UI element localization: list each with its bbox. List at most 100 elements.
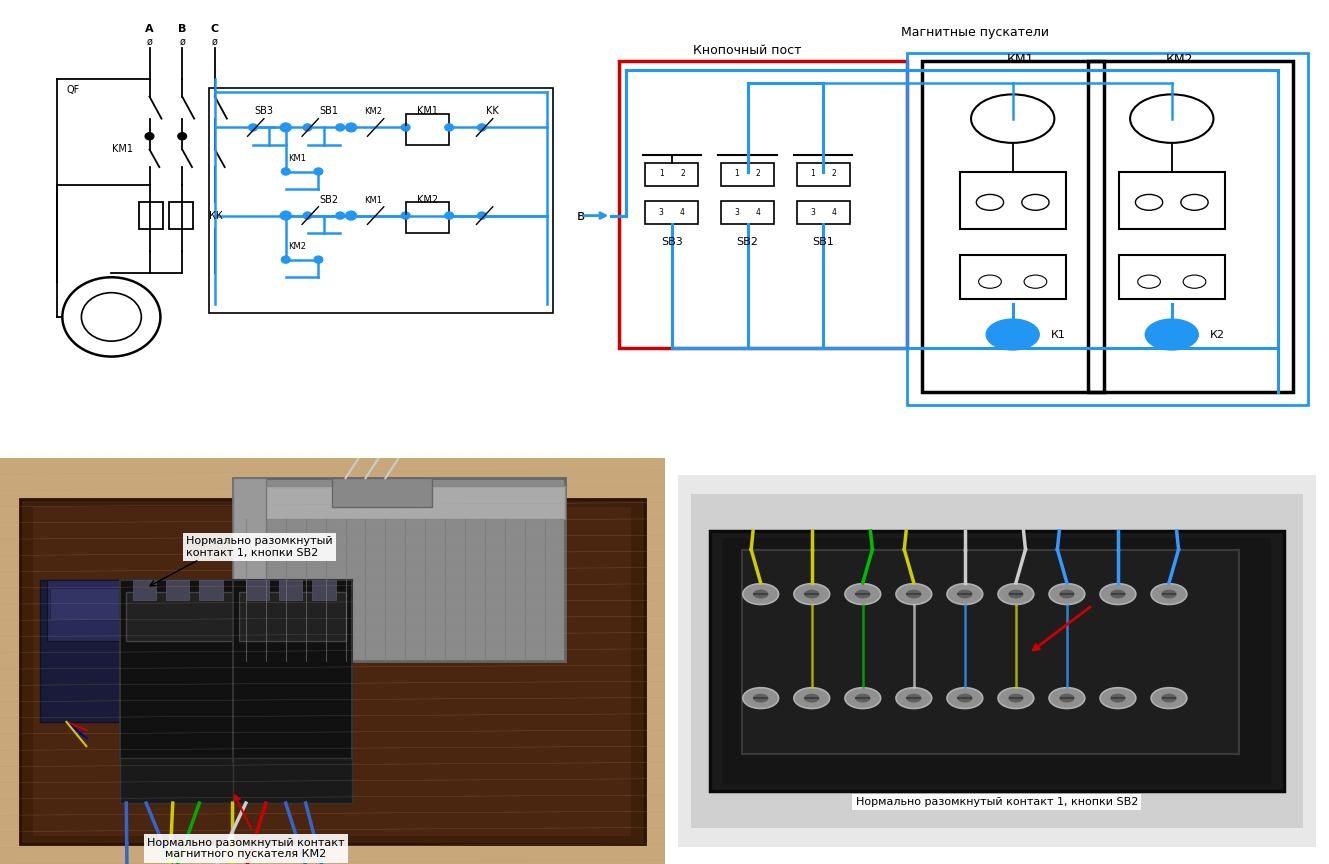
Bar	[51, 588, 124, 620]
Circle shape	[978, 275, 1001, 289]
Text: ø: ø	[179, 36, 185, 47]
Circle shape	[336, 212, 344, 219]
Bar	[246, 580, 268, 600]
Circle shape	[957, 694, 973, 702]
Circle shape	[445, 124, 453, 131]
Text: A: A	[145, 24, 154, 34]
Circle shape	[896, 688, 932, 708]
Text: Нормально разомкнутый контакт
магнитного пускателя КМ2: Нормально разомкнутый контакт магнитного…	[148, 837, 344, 859]
Text: 1: 1	[735, 169, 739, 178]
Circle shape	[1059, 589, 1075, 599]
Circle shape	[401, 124, 409, 131]
Circle shape	[1100, 584, 1136, 605]
Bar	[619, 61, 906, 347]
Circle shape	[1110, 589, 1126, 599]
Text: C: C	[211, 24, 219, 34]
Bar	[1119, 255, 1225, 299]
Text: Нормально разомкнутый
контакт 1, кнопки SB2: Нормально разомкнутый контакт 1, кнопки …	[186, 537, 332, 558]
Circle shape	[855, 694, 870, 702]
Bar	[646, 162, 698, 186]
Circle shape	[793, 688, 829, 708]
Bar	[312, 580, 335, 600]
Text: QF: QF	[66, 85, 80, 95]
Bar	[906, 53, 1308, 405]
Bar	[723, 538, 1271, 784]
Text: К2: К2	[1209, 329, 1224, 340]
Bar	[233, 580, 352, 762]
Bar	[332, 478, 432, 506]
Text: KM2: KM2	[287, 242, 306, 251]
Circle shape	[896, 584, 932, 605]
Circle shape	[855, 589, 870, 599]
Circle shape	[804, 589, 820, 599]
Circle shape	[347, 124, 355, 131]
Circle shape	[282, 256, 290, 264]
Text: 4: 4	[832, 208, 836, 218]
Text: в: в	[577, 208, 585, 223]
Text: КМ2: КМ2	[1166, 53, 1193, 66]
Bar	[169, 202, 193, 229]
Bar	[960, 172, 1066, 229]
Circle shape	[282, 124, 290, 131]
Text: Нормально разомкнутый контакт 1, кнопки SB2: Нормально разомкнутый контакт 1, кнопки …	[856, 797, 1138, 807]
Text: К1: К1	[1051, 329, 1066, 340]
Text: 1: 1	[659, 169, 663, 178]
Bar	[120, 580, 239, 762]
Text: KK: KK	[486, 106, 500, 117]
Circle shape	[754, 589, 768, 599]
Text: 2: 2	[756, 169, 760, 178]
Bar	[710, 530, 1284, 791]
Circle shape	[178, 133, 186, 140]
Bar	[797, 162, 849, 186]
Text: KM1: KM1	[287, 154, 306, 162]
Circle shape	[314, 256, 323, 264]
Circle shape	[998, 688, 1034, 708]
Circle shape	[280, 211, 291, 220]
Circle shape	[346, 123, 356, 132]
Bar	[742, 550, 1239, 753]
Circle shape	[1049, 688, 1084, 708]
Circle shape	[1146, 319, 1199, 350]
Circle shape	[1025, 275, 1047, 289]
Circle shape	[957, 589, 973, 599]
Text: 1: 1	[811, 169, 815, 178]
Circle shape	[845, 584, 881, 605]
Bar	[210, 88, 553, 313]
Text: 4: 4	[680, 208, 684, 218]
Bar	[722, 162, 773, 186]
Text: 4: 4	[756, 208, 760, 218]
Circle shape	[948, 584, 982, 605]
Bar	[239, 592, 346, 641]
Circle shape	[336, 124, 344, 131]
Circle shape	[1138, 275, 1160, 289]
Text: KM2: KM2	[364, 107, 381, 117]
Circle shape	[145, 133, 154, 140]
Bar	[1119, 172, 1225, 229]
Circle shape	[1181, 194, 1208, 210]
Circle shape	[906, 589, 921, 599]
Text: ø: ø	[146, 36, 153, 47]
Circle shape	[1100, 688, 1136, 708]
Bar	[20, 499, 645, 843]
Circle shape	[1022, 194, 1049, 210]
Text: SB2: SB2	[736, 237, 759, 247]
Circle shape	[1049, 584, 1084, 605]
Bar	[166, 580, 189, 600]
Circle shape	[445, 212, 453, 219]
Bar	[33, 506, 631, 835]
Circle shape	[401, 212, 409, 219]
Bar	[40, 580, 133, 722]
Circle shape	[303, 212, 312, 219]
Circle shape	[1162, 589, 1176, 599]
Text: 3: 3	[735, 208, 739, 218]
Circle shape	[303, 124, 312, 131]
Circle shape	[282, 168, 290, 175]
Circle shape	[314, 168, 323, 175]
Circle shape	[1009, 589, 1023, 599]
Circle shape	[948, 688, 982, 708]
Text: SB3: SB3	[254, 106, 274, 117]
Text: Кнопочный пост: Кнопочный пост	[694, 44, 801, 57]
Bar	[405, 202, 449, 233]
Bar	[722, 201, 773, 225]
Circle shape	[743, 584, 779, 605]
